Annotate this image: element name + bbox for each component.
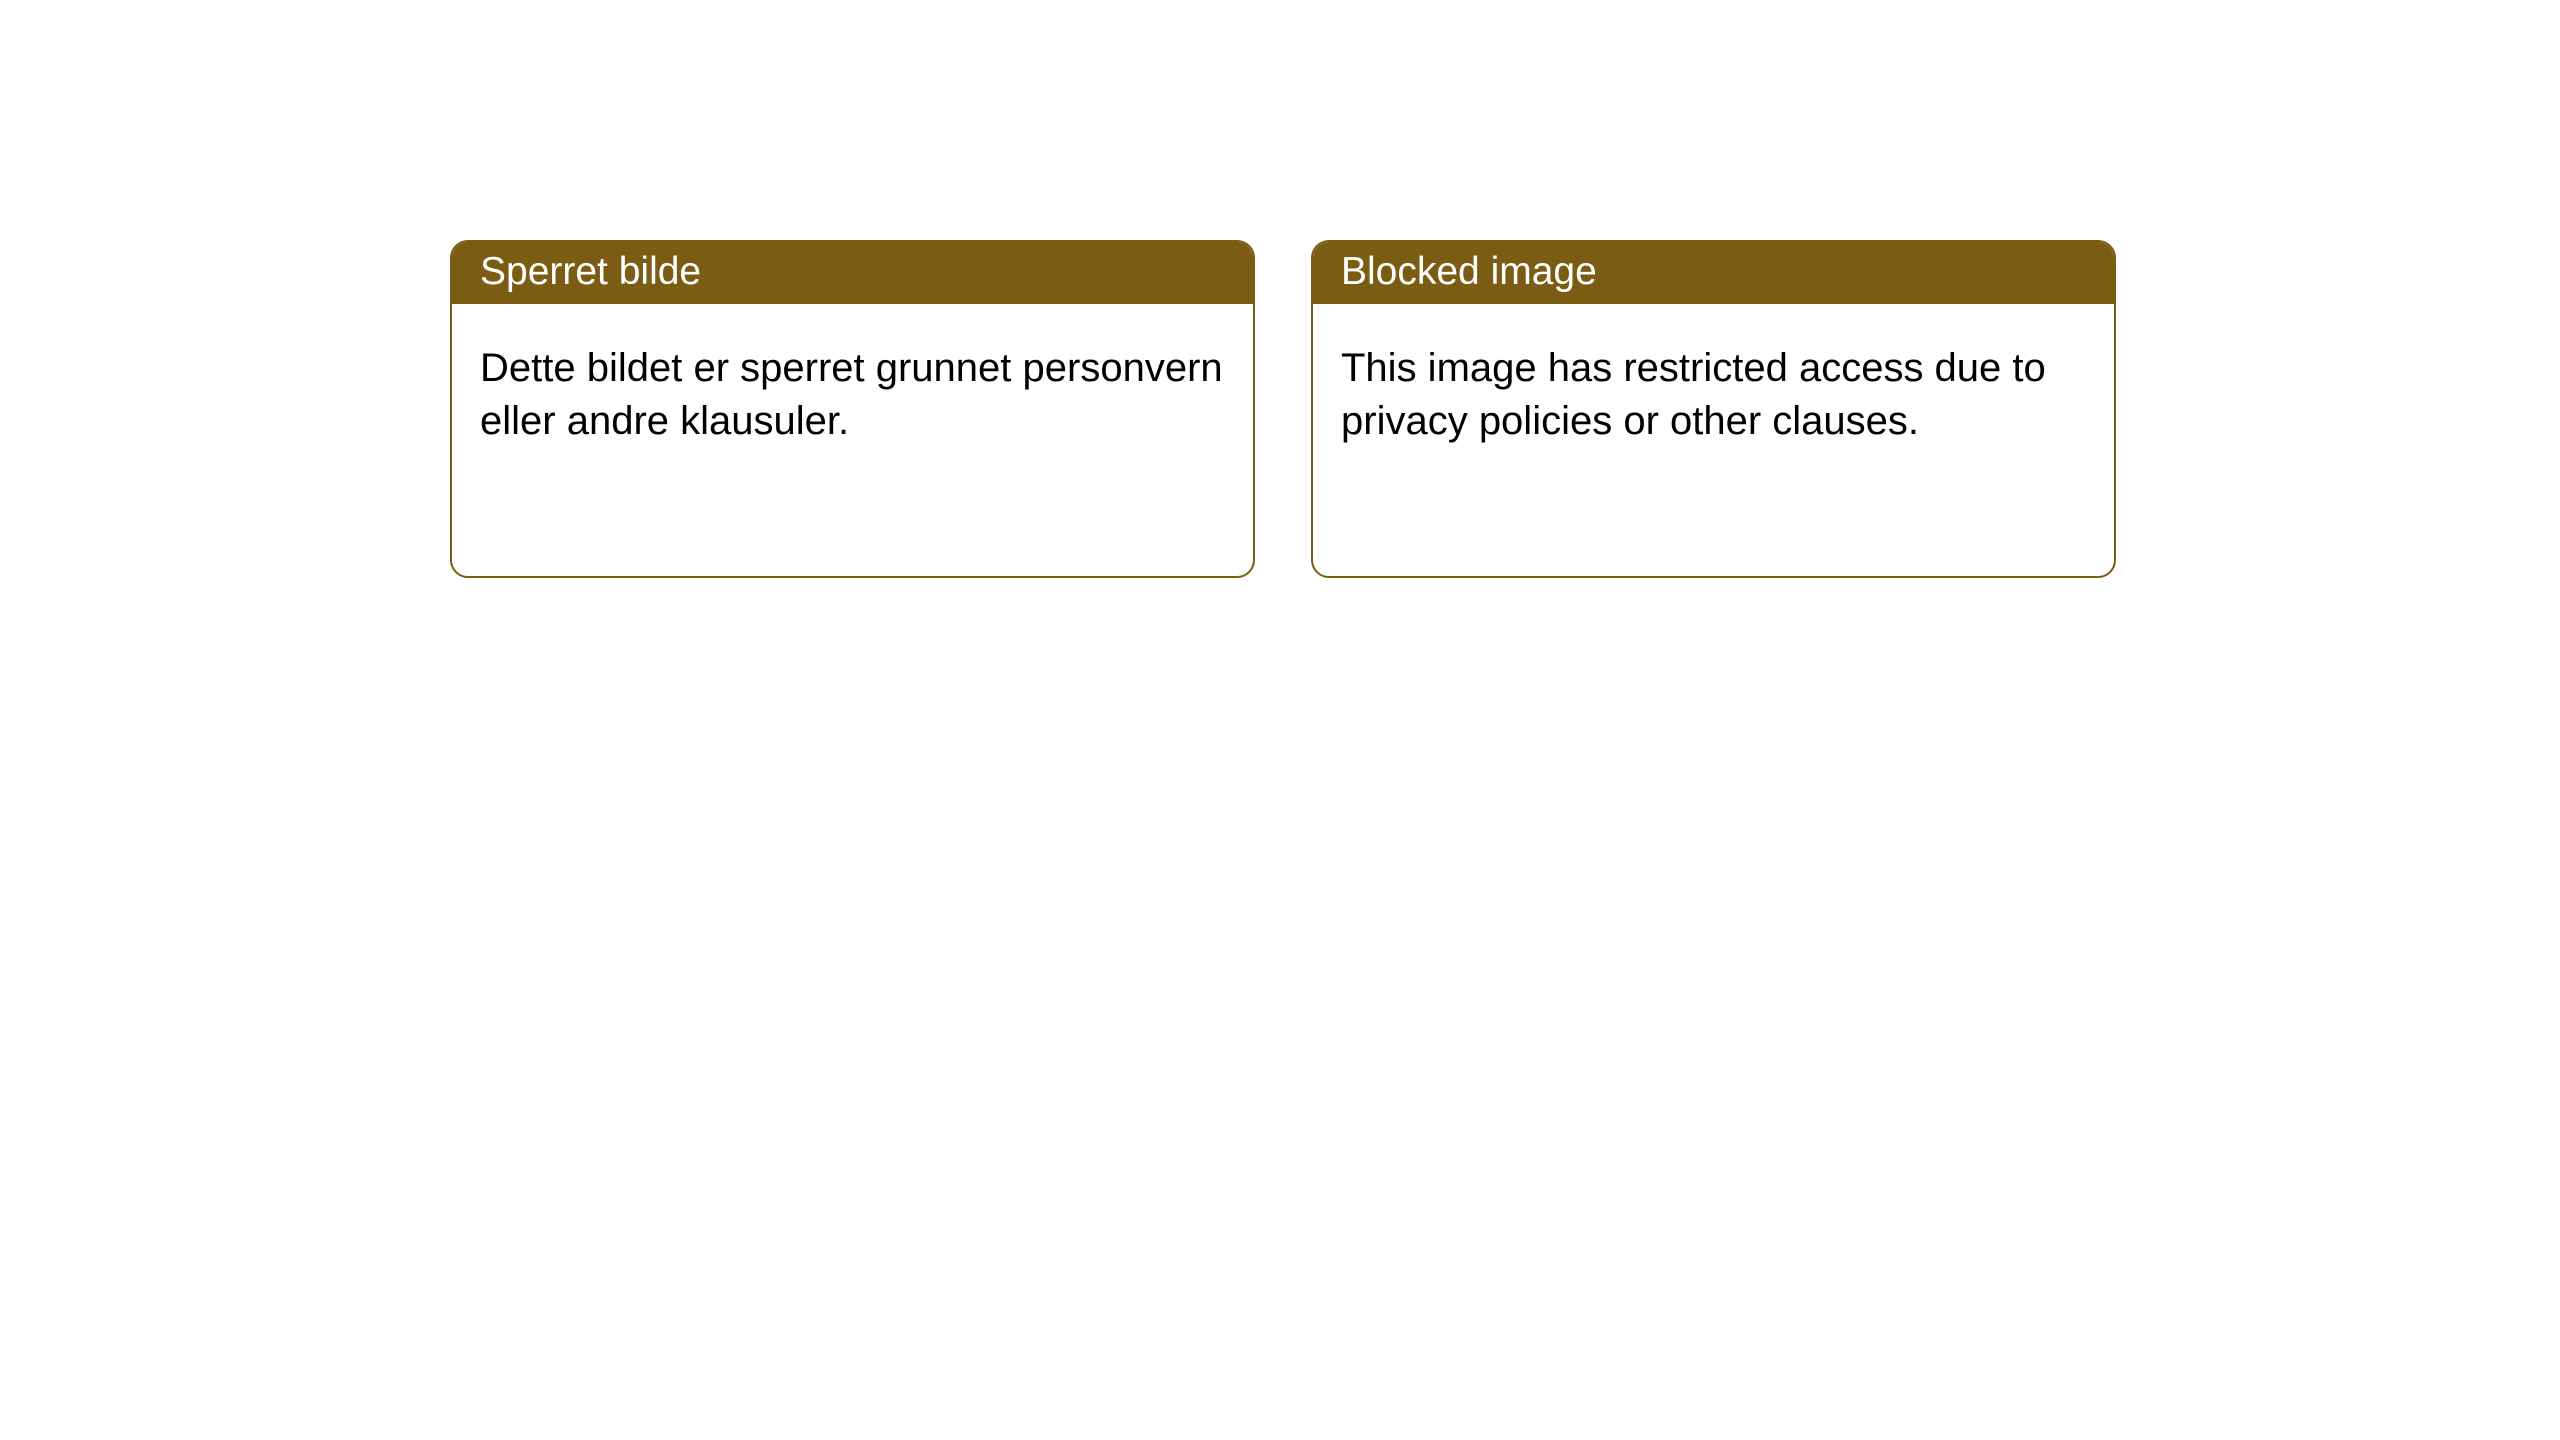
- card-header: Blocked image: [1313, 242, 2114, 304]
- card-header: Sperret bilde: [452, 242, 1253, 304]
- info-card-english: Blocked image This image has restricted …: [1311, 240, 2116, 578]
- info-card-norwegian: Sperret bilde Dette bildet er sperret gr…: [450, 240, 1255, 578]
- cards-container: Sperret bilde Dette bildet er sperret gr…: [450, 240, 2560, 578]
- card-body: This image has restricted access due to …: [1313, 304, 2114, 476]
- card-body: Dette bildet er sperret grunnet personve…: [452, 304, 1253, 476]
